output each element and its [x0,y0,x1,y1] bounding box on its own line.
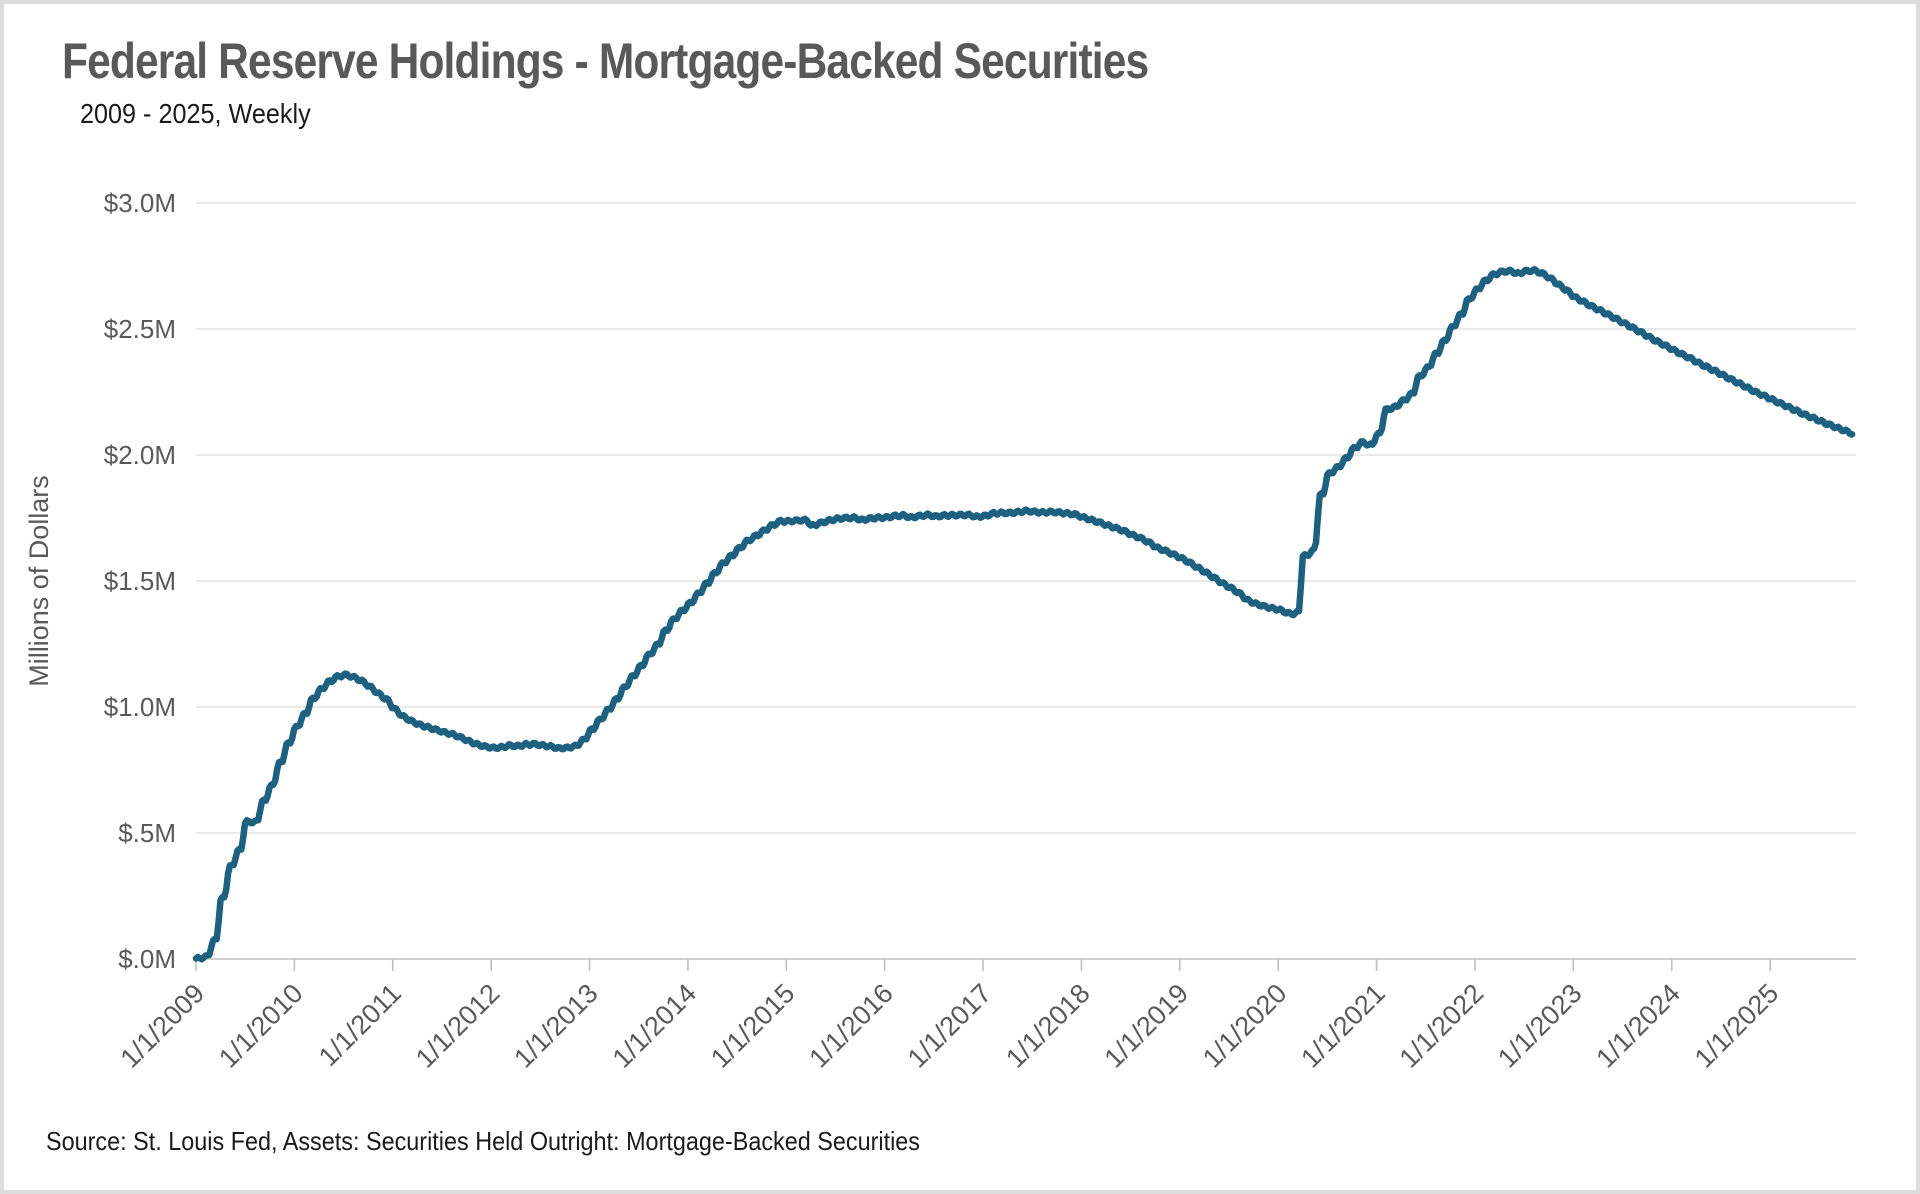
y-tick-label: $2.5M [104,314,176,344]
chart-subtitle: 2009 - 2025, Weekly [80,98,311,129]
x-tick-label: 1/1/2014 [607,978,703,1074]
x-tick-label: 1/1/2017 [902,978,998,1074]
chart-title: Federal Reserve Holdings - Mortgage-Back… [62,33,1149,89]
x-tick-label: 1/1/2015 [705,978,801,1074]
y-axis-title: Millions of Dollars [24,475,54,687]
y-tick-label: $1.0M [104,692,176,722]
x-tick-label: 1/1/2021 [1295,978,1391,1074]
x-tick-label: 1/1/2018 [1000,978,1096,1074]
x-tick-label: 1/1/2024 [1590,978,1686,1074]
x-tick-label: 1/1/2011 [313,978,407,1072]
x-tick-label: 1/1/2012 [410,978,506,1074]
x-tick-label: 1/1/2019 [1099,978,1195,1074]
y-tick-label: $.0M [118,944,176,974]
x-tick-label: 1/1/2025 [1689,978,1785,1074]
y-tick-label: $3.0M [104,188,176,218]
y-tick-label: $2.0M [104,440,176,470]
x-tick-label: 1/1/2013 [508,978,604,1074]
y-tick-label: $.5M [118,818,176,848]
plot-area: $.0M $.5M $1.0M $1.5M $2.0M $2.5M $3.0M 1/1/200… [24,188,1856,1074]
x-tick-label: 1/1/2022 [1394,978,1490,1074]
x-tick-label: 1/1/2016 [803,978,899,1074]
x-tick-label: 1/1/2020 [1197,978,1293,1074]
y-tick-label: $1.5M [104,566,176,596]
x-tick-label: 1/1/2009 [115,978,211,1074]
mbs-holdings-line [192,266,1856,963]
x-tick-label: 1/1/2023 [1492,978,1588,1074]
x-tick-label: 1/1/2010 [213,978,309,1074]
source-note: Source: St. Louis Fed, Assets: Securitie… [46,1126,921,1156]
